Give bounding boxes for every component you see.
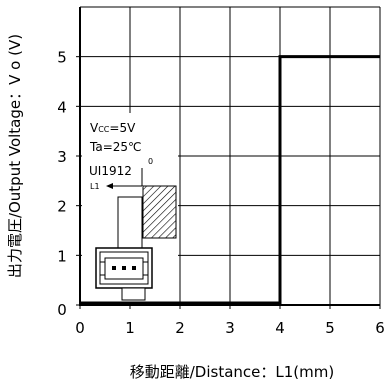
x-tick-label-5: 5 <box>325 319 335 337</box>
x-tick-label-3: 3 <box>225 319 235 337</box>
x-tick-label-2: 2 <box>175 319 185 337</box>
series-line-0 <box>80 55 380 305</box>
x-tick-label-4: 4 <box>275 319 285 337</box>
connector-housing <box>104 257 144 280</box>
y-tick-labels: 0 1 2 3 4 5 <box>57 49 67 319</box>
origin-label: 0 <box>148 157 153 166</box>
axes <box>76 7 381 309</box>
connector-pin-2 <box>122 266 126 270</box>
connector-inner <box>99 251 149 285</box>
x-tick-label-0: 0 <box>75 319 85 337</box>
distance-arrow-head <box>106 183 113 189</box>
sensor-body <box>117 196 143 249</box>
x-tick-label-6: 6 <box>375 319 384 337</box>
y-tick-label-1: 1 <box>57 247 67 265</box>
sensor-base <box>121 287 146 301</box>
sensor-annotation: VCC=5V Ta=25℃ UI1912 0 L1 <box>89 121 177 301</box>
y-tick-label-5: 5 <box>57 49 67 67</box>
y-tick-label-0: 0 <box>57 301 67 319</box>
y-tick-label-2: 2 <box>57 198 67 216</box>
part-number-label: UI1912 <box>89 164 132 178</box>
distance-label: L1 <box>90 182 100 191</box>
x-axis-title: 移動距離/Distance：L1(mm) <box>130 363 334 381</box>
ta-label: Ta=25℃ <box>89 140 142 154</box>
x-tick-labels: 0 1 2 3 4 5 6 <box>75 319 384 337</box>
series-group <box>80 55 380 305</box>
shutter-plate <box>142 185 177 239</box>
connector-pin-3 <box>132 266 136 270</box>
x-tick-label-1: 1 <box>125 319 135 337</box>
y-axis-title: 出力電圧/Output Voltage：V o (V) <box>6 34 24 278</box>
y-tick-label-4: 4 <box>57 98 67 116</box>
connector-pin-1 <box>112 266 116 270</box>
y-tick-label-3: 3 <box>57 148 67 166</box>
vcc-label: VCC=5V <box>90 121 136 135</box>
